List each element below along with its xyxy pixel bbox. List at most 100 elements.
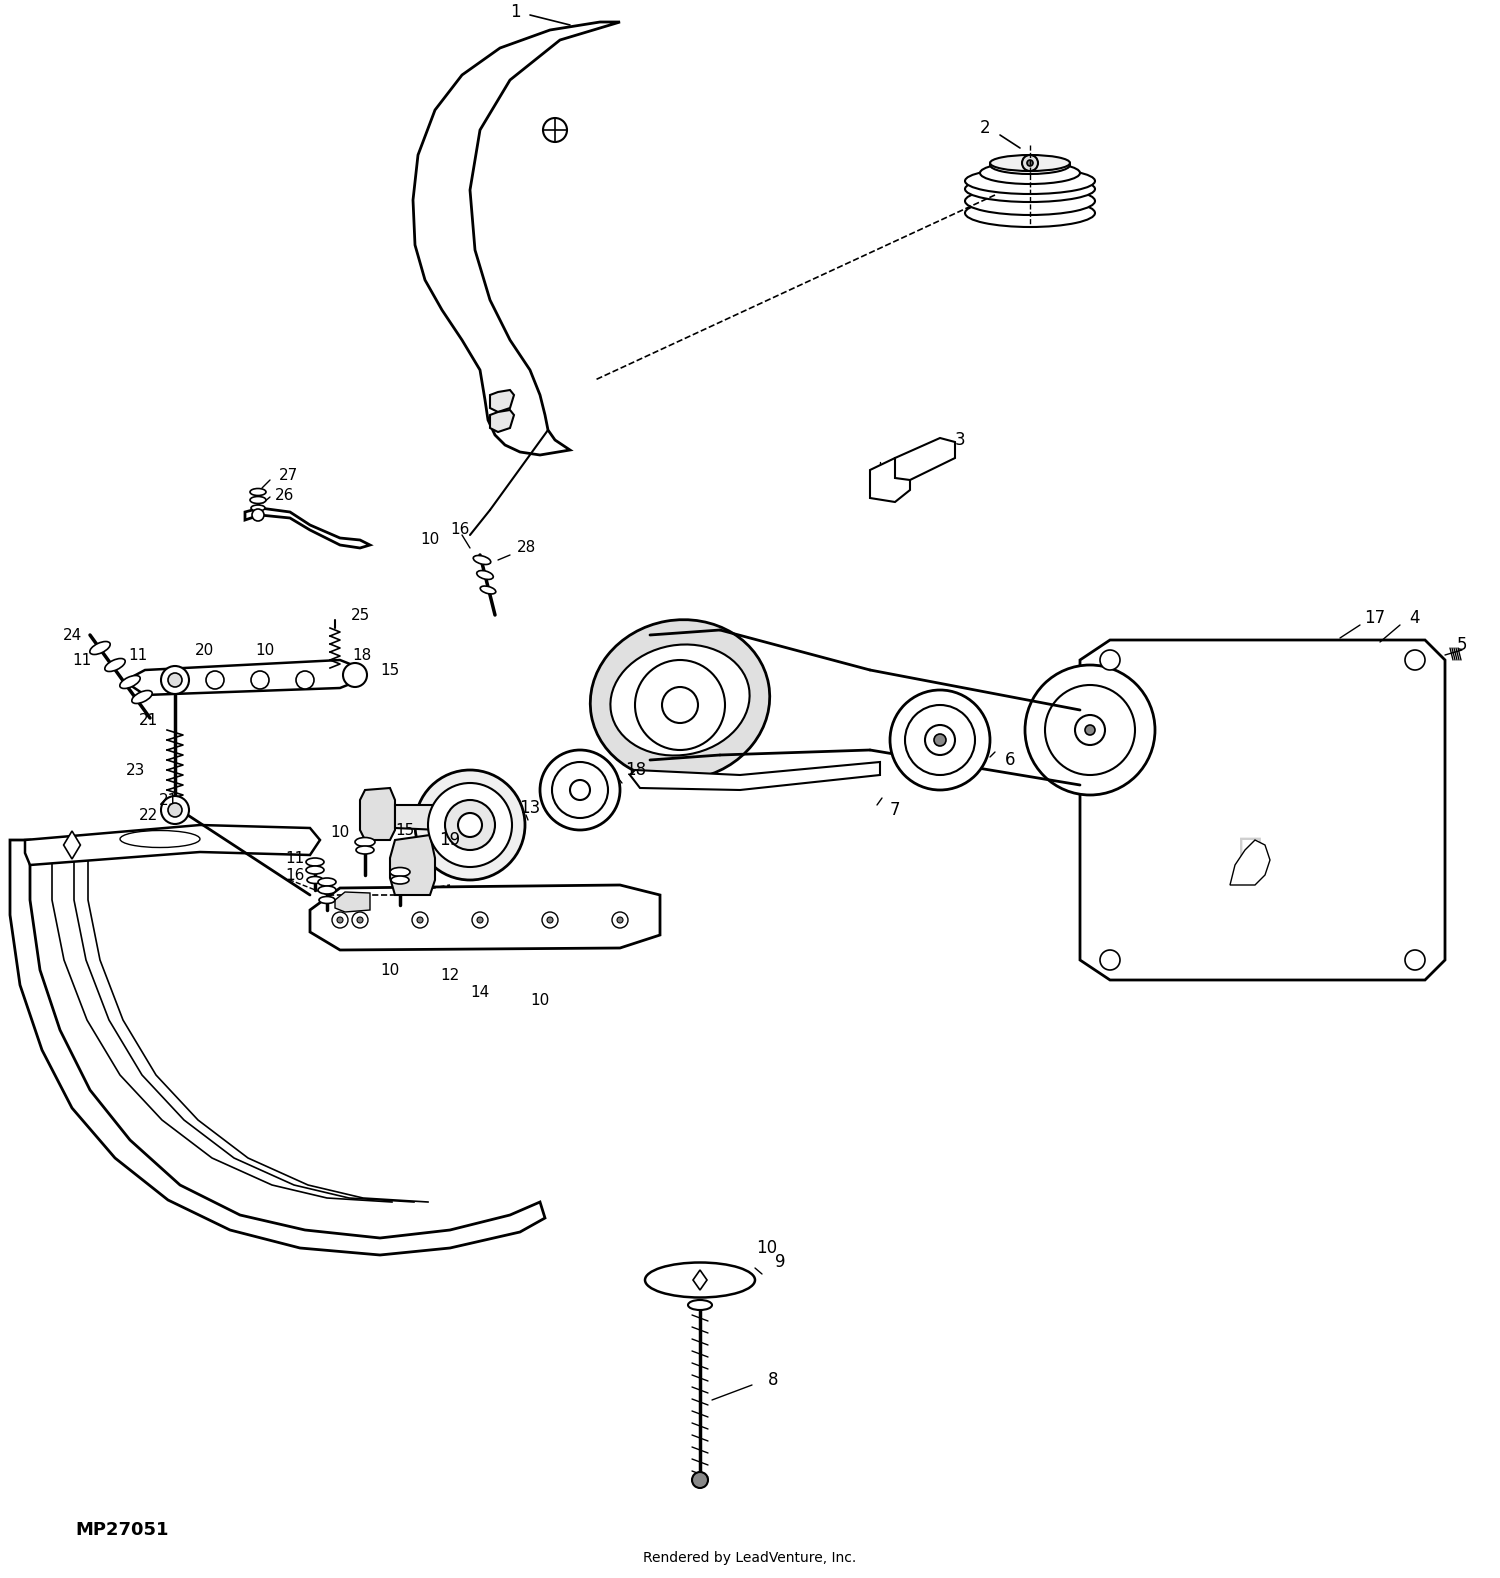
- Polygon shape: [26, 825, 320, 865]
- Text: 18: 18: [352, 647, 372, 663]
- Text: 15: 15: [381, 663, 399, 677]
- Text: 9: 9: [774, 1253, 786, 1270]
- Ellipse shape: [477, 571, 494, 579]
- Polygon shape: [63, 832, 81, 858]
- Ellipse shape: [308, 876, 322, 884]
- Circle shape: [904, 705, 975, 775]
- Polygon shape: [244, 508, 370, 548]
- Ellipse shape: [645, 1262, 754, 1297]
- Circle shape: [1100, 650, 1120, 671]
- Text: 22: 22: [138, 808, 158, 822]
- Ellipse shape: [306, 866, 324, 874]
- Ellipse shape: [320, 896, 334, 904]
- Ellipse shape: [990, 155, 1070, 170]
- Ellipse shape: [356, 838, 375, 846]
- Polygon shape: [1080, 641, 1444, 980]
- Text: 24: 24: [63, 628, 81, 642]
- Circle shape: [616, 917, 622, 923]
- Text: 8: 8: [768, 1371, 778, 1389]
- Text: 17: 17: [1365, 609, 1386, 626]
- Ellipse shape: [306, 858, 324, 866]
- Ellipse shape: [356, 846, 374, 854]
- Ellipse shape: [120, 675, 140, 688]
- Text: 7: 7: [890, 802, 900, 819]
- Circle shape: [472, 912, 488, 928]
- Circle shape: [1100, 950, 1120, 970]
- Text: 10: 10: [381, 963, 399, 977]
- Ellipse shape: [251, 489, 266, 495]
- Text: 11: 11: [129, 647, 147, 663]
- Text: 25: 25: [351, 608, 369, 622]
- Circle shape: [427, 783, 512, 866]
- Text: 13: 13: [519, 798, 540, 817]
- Circle shape: [692, 1472, 708, 1488]
- Text: 1: 1: [510, 3, 520, 21]
- Text: 16: 16: [285, 868, 304, 882]
- Ellipse shape: [964, 199, 1095, 227]
- Circle shape: [166, 671, 184, 690]
- Text: 𝄞: 𝄞: [1238, 835, 1263, 876]
- Polygon shape: [10, 839, 544, 1255]
- Ellipse shape: [318, 885, 336, 895]
- Circle shape: [552, 762, 608, 817]
- Ellipse shape: [318, 877, 336, 885]
- Circle shape: [548, 917, 554, 923]
- Circle shape: [417, 917, 423, 923]
- Text: 3: 3: [954, 431, 966, 450]
- Text: 10: 10: [255, 642, 274, 658]
- Circle shape: [926, 724, 956, 754]
- Text: 18: 18: [626, 761, 646, 780]
- Ellipse shape: [90, 642, 110, 655]
- Circle shape: [160, 666, 189, 694]
- Text: 12: 12: [441, 967, 459, 983]
- Circle shape: [168, 672, 182, 686]
- Text: 10: 10: [330, 824, 350, 839]
- Polygon shape: [413, 22, 620, 454]
- Text: 11: 11: [72, 652, 92, 667]
- Circle shape: [206, 671, 224, 690]
- Text: 21: 21: [159, 792, 177, 808]
- Circle shape: [296, 671, 314, 690]
- Ellipse shape: [480, 585, 496, 593]
- Text: MP27051: MP27051: [75, 1521, 168, 1539]
- Circle shape: [446, 800, 495, 851]
- Ellipse shape: [964, 188, 1095, 215]
- Text: 11: 11: [285, 851, 304, 865]
- Circle shape: [1046, 685, 1136, 775]
- Text: 2: 2: [980, 118, 990, 137]
- Text: 19: 19: [440, 832, 460, 849]
- Ellipse shape: [132, 691, 152, 704]
- Polygon shape: [360, 787, 394, 839]
- Circle shape: [570, 780, 590, 800]
- Circle shape: [543, 118, 567, 142]
- Ellipse shape: [990, 156, 1070, 174]
- Circle shape: [890, 690, 990, 791]
- Text: 26: 26: [276, 488, 294, 502]
- Circle shape: [413, 912, 428, 928]
- Text: 28: 28: [518, 541, 537, 555]
- Polygon shape: [130, 660, 360, 694]
- Circle shape: [332, 912, 348, 928]
- Polygon shape: [490, 390, 514, 412]
- Ellipse shape: [610, 644, 750, 756]
- Ellipse shape: [251, 497, 266, 503]
- Polygon shape: [310, 885, 660, 950]
- Polygon shape: [394, 805, 448, 830]
- Ellipse shape: [591, 620, 770, 780]
- Polygon shape: [693, 1270, 706, 1289]
- Text: 15: 15: [396, 822, 414, 838]
- Circle shape: [634, 660, 724, 750]
- Circle shape: [1028, 159, 1033, 166]
- Text: 23: 23: [126, 762, 146, 778]
- Polygon shape: [390, 835, 435, 895]
- Polygon shape: [334, 892, 370, 912]
- Circle shape: [540, 750, 620, 830]
- Text: 21: 21: [138, 713, 158, 727]
- Text: 5: 5: [1456, 636, 1467, 653]
- Circle shape: [357, 917, 363, 923]
- Circle shape: [458, 813, 482, 836]
- Polygon shape: [1230, 839, 1270, 885]
- Text: 6: 6: [1005, 751, 1016, 768]
- Circle shape: [934, 734, 946, 746]
- Polygon shape: [630, 762, 880, 791]
